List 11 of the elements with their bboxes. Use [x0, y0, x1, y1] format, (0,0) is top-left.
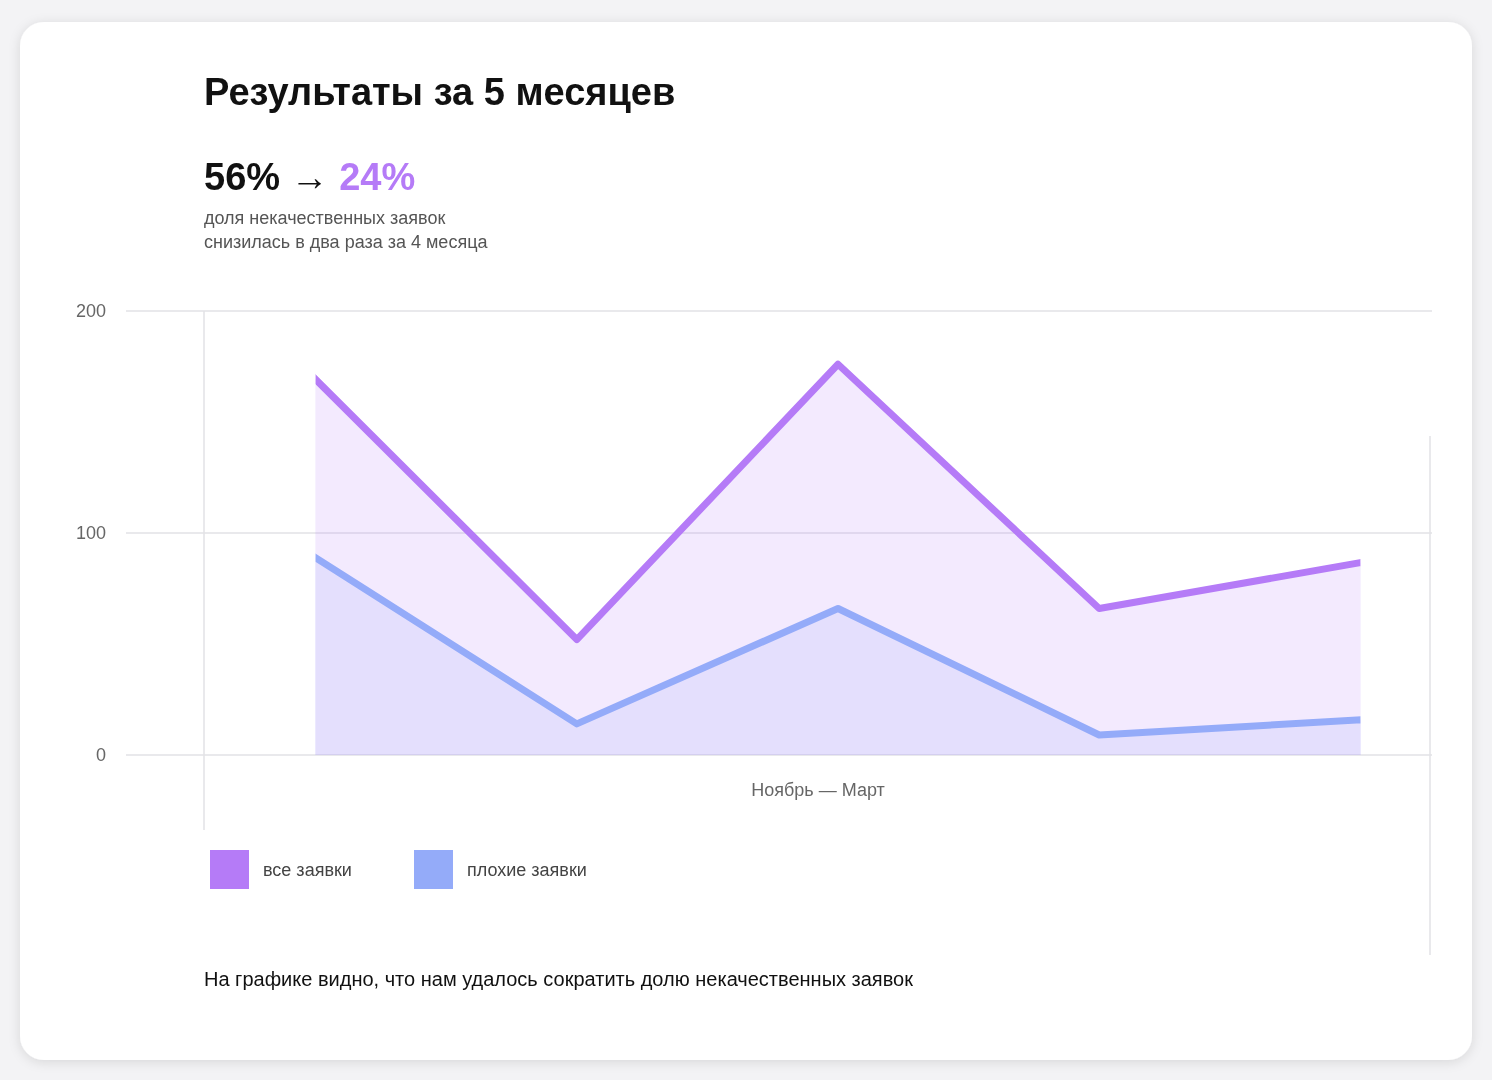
legend-label: все заявки: [263, 860, 352, 881]
text: доля некачественных заявок: [204, 208, 446, 228]
text: снизилась в два раза за 4 месяца: [204, 232, 489, 252]
y-tick-label: 200: [75, 301, 106, 322]
y-tick-label: 0: [95, 745, 106, 766]
chart-title: Результаты за 5 месяцев: [204, 71, 676, 113]
y-tick-label: 100: [75, 523, 106, 544]
text: На графике видно, что нам удалось сократить долю некачественных заявок: [204, 968, 914, 990]
x-axis-title: Ноябрь — Март: [751, 780, 885, 800]
chart-subtitle: 56% → 24%: [204, 156, 416, 198]
legend-label: плохие заявки: [467, 860, 587, 881]
